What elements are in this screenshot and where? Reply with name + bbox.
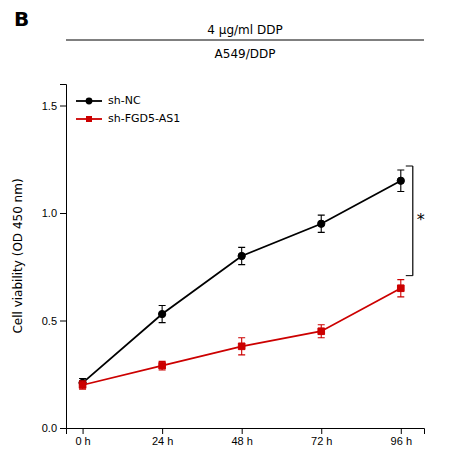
legend-item: sh-FGD5-AS1: [76, 112, 180, 125]
series: [79, 280, 404, 390]
point: [159, 362, 166, 369]
point: [238, 252, 245, 259]
point: [397, 177, 404, 184]
legend-label: sh-NC: [108, 94, 141, 107]
y-axis-title: Cell viability (OD 450 nm): [11, 178, 25, 333]
error-bar: [238, 338, 245, 355]
error-bar: [79, 381, 86, 390]
subtitle: A549/DDP: [215, 47, 276, 61]
x-tick-label: 96 h: [391, 435, 412, 447]
legend-item: sh-NC: [76, 94, 141, 107]
y-tick-mark: [60, 106, 66, 107]
bracket-tick: [406, 166, 413, 167]
series: [79, 170, 405, 387]
error-bar: [159, 361, 166, 370]
y-tick: 0.0: [42, 422, 66, 434]
bracket-tick: [406, 275, 413, 276]
bracket-vertical: [412, 166, 413, 276]
y-tick-label: 0.5: [42, 315, 57, 327]
error-bar: [318, 215, 325, 232]
y-tick-label: 1.5: [42, 100, 57, 112]
y-tick-label: 1.0: [42, 207, 57, 219]
y-tick: 1.0: [42, 207, 66, 219]
point: [158, 310, 165, 317]
error-bar: [238, 247, 245, 264]
legend-label: sh-FGD5-AS1: [108, 112, 180, 125]
point: [318, 220, 325, 227]
y-tick-label: 0.0: [42, 422, 57, 434]
x-tick-label: 48 h: [231, 435, 252, 447]
legend-swatch-marker: [86, 98, 93, 105]
chart: 0 h 24 h 48 h 72 h 96 h 0.0 0.5 1.0 1.5 sh-NC sh-F…: [0, 0, 474, 474]
x-tick-label: 0 h: [75, 435, 90, 447]
legend: sh-NC sh-FGD5-AS1: [76, 94, 180, 125]
marks: [79, 170, 405, 389]
significance-bracket: *: [406, 166, 425, 276]
y-tick-mark: [60, 213, 66, 214]
plot-area: 0 h 24 h 48 h 72 h 96 h 0.0 0.5 1.0 1.5 sh-NC sh-F…: [42, 85, 425, 447]
title-overbar: [66, 40, 424, 41]
y-axis-line: [60, 85, 67, 429]
point: [79, 382, 86, 389]
error-bar: [159, 305, 166, 322]
error-bar: [318, 325, 325, 338]
legend-swatch-marker: [86, 116, 92, 122]
y-tick: 0.5: [42, 315, 66, 327]
significance-label: *: [417, 210, 425, 229]
panel-label: B: [14, 7, 29, 31]
error-bar: [397, 280, 404, 297]
x-axis-line: [67, 429, 425, 435]
series-line: [83, 288, 401, 385]
x-tick: 96 h: [391, 428, 412, 447]
point: [238, 343, 245, 350]
x-tick-label: 72 h: [311, 435, 332, 447]
x-tick: 48 h: [231, 428, 252, 447]
point: [318, 328, 325, 335]
error-bar: [397, 170, 404, 192]
y-axis: 0.0 0.5 1.0 1.5: [42, 85, 67, 435]
x-tick: 24 h: [152, 428, 173, 447]
x-tick-mark: [321, 428, 322, 434]
title: 4 μg/ml DDP: [207, 23, 282, 37]
y-tick-mark: [60, 428, 66, 429]
y-tick-mark: [60, 321, 66, 322]
x-tick-mark: [83, 428, 84, 434]
x-tick-mark: [162, 428, 163, 434]
series-line: [83, 181, 401, 383]
y-tick: 1.5: [42, 100, 66, 112]
x-tick: 72 h: [311, 428, 332, 447]
x-tick-label: 24 h: [152, 435, 173, 447]
x-tick: 0 h: [75, 428, 90, 447]
x-axis: 0 h 24 h 48 h 72 h 96 h: [67, 428, 425, 447]
x-tick-mark: [242, 428, 243, 434]
point: [397, 285, 404, 292]
x-tick-mark: [401, 428, 402, 434]
